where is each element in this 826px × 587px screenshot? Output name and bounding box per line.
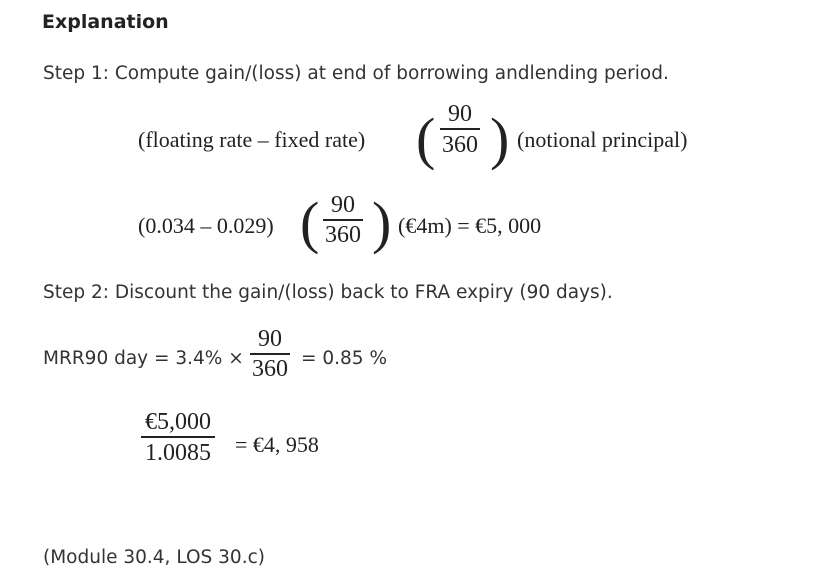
fraction-bar (323, 219, 363, 221)
fraction-bar (141, 436, 215, 438)
calc-numerator: 90 (331, 192, 355, 218)
formula-open-paren: ( (416, 106, 436, 171)
module-reference: (Module 30.4, LOS 30.c) (43, 547, 265, 568)
calc-fraction: 90 360 (323, 192, 363, 249)
mrr-denominator: 360 (252, 356, 288, 382)
calc-denominator: 360 (325, 222, 361, 248)
step2-text: Step 2: Discount the gain/(loss) back to… (43, 282, 613, 303)
calc-open-paren: ( (300, 190, 320, 255)
discount-result: = €4, 958 (235, 432, 319, 457)
formula-close-paren: ) (490, 106, 510, 171)
fraction-bar (250, 353, 290, 355)
mrr-right-term: = 0.85 % (301, 348, 388, 369)
formula-fraction: 90 360 (440, 100, 480, 160)
calc-right-term: (€4m) = €5, 000 (398, 213, 542, 238)
calc-left-term: (0.034 – 0.029) (138, 213, 274, 238)
explanation-heading: Explanation (42, 11, 169, 33)
formula-denominator: 360 (442, 132, 478, 158)
fraction-bar (440, 128, 480, 130)
discount-numerator: €5,000 (145, 409, 211, 435)
discount-denominator: 1.0085 (145, 440, 211, 466)
formula-left-term: (floating rate – fixed rate) (138, 127, 366, 152)
formula-numerator: 90 (448, 101, 472, 127)
discount-fraction: €5,000 1.0085 (141, 408, 215, 468)
mrr-left-term: MRR90 day = 3.4% × (43, 348, 244, 369)
mrr-fraction: 90 360 (250, 326, 290, 383)
step1-text: Step 1: Compute gain/(loss) at end of bo… (43, 63, 669, 84)
mrr-numerator: 90 (258, 326, 282, 352)
formula-right-term: (notional principal) (517, 127, 688, 152)
calc-close-paren: ) (372, 190, 392, 255)
